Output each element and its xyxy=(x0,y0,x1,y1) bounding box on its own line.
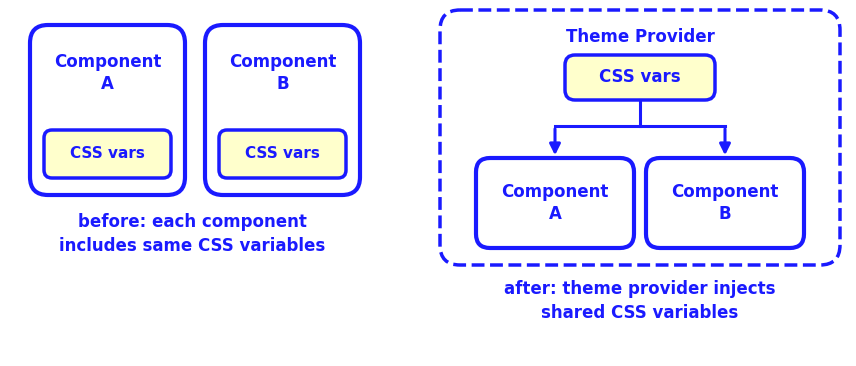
FancyBboxPatch shape xyxy=(30,25,185,195)
Text: Component
B: Component B xyxy=(671,183,779,223)
FancyBboxPatch shape xyxy=(476,158,634,248)
Text: after: theme provider injects
shared CSS variables: after: theme provider injects shared CSS… xyxy=(504,280,776,322)
Text: CSS vars: CSS vars xyxy=(599,68,681,86)
FancyBboxPatch shape xyxy=(565,55,715,100)
Text: CSS vars: CSS vars xyxy=(70,146,145,161)
Text: before: each component
includes same CSS variables: before: each component includes same CSS… xyxy=(59,213,325,255)
FancyBboxPatch shape xyxy=(44,130,171,178)
Text: Component
A: Component A xyxy=(502,183,609,223)
FancyBboxPatch shape xyxy=(205,25,360,195)
Text: Component
B: Component B xyxy=(229,53,336,93)
Text: Component
A: Component A xyxy=(54,53,161,93)
Text: CSS vars: CSS vars xyxy=(245,146,320,161)
Text: Theme Provider: Theme Provider xyxy=(566,28,715,46)
FancyBboxPatch shape xyxy=(219,130,346,178)
FancyBboxPatch shape xyxy=(646,158,804,248)
FancyBboxPatch shape xyxy=(440,10,840,265)
